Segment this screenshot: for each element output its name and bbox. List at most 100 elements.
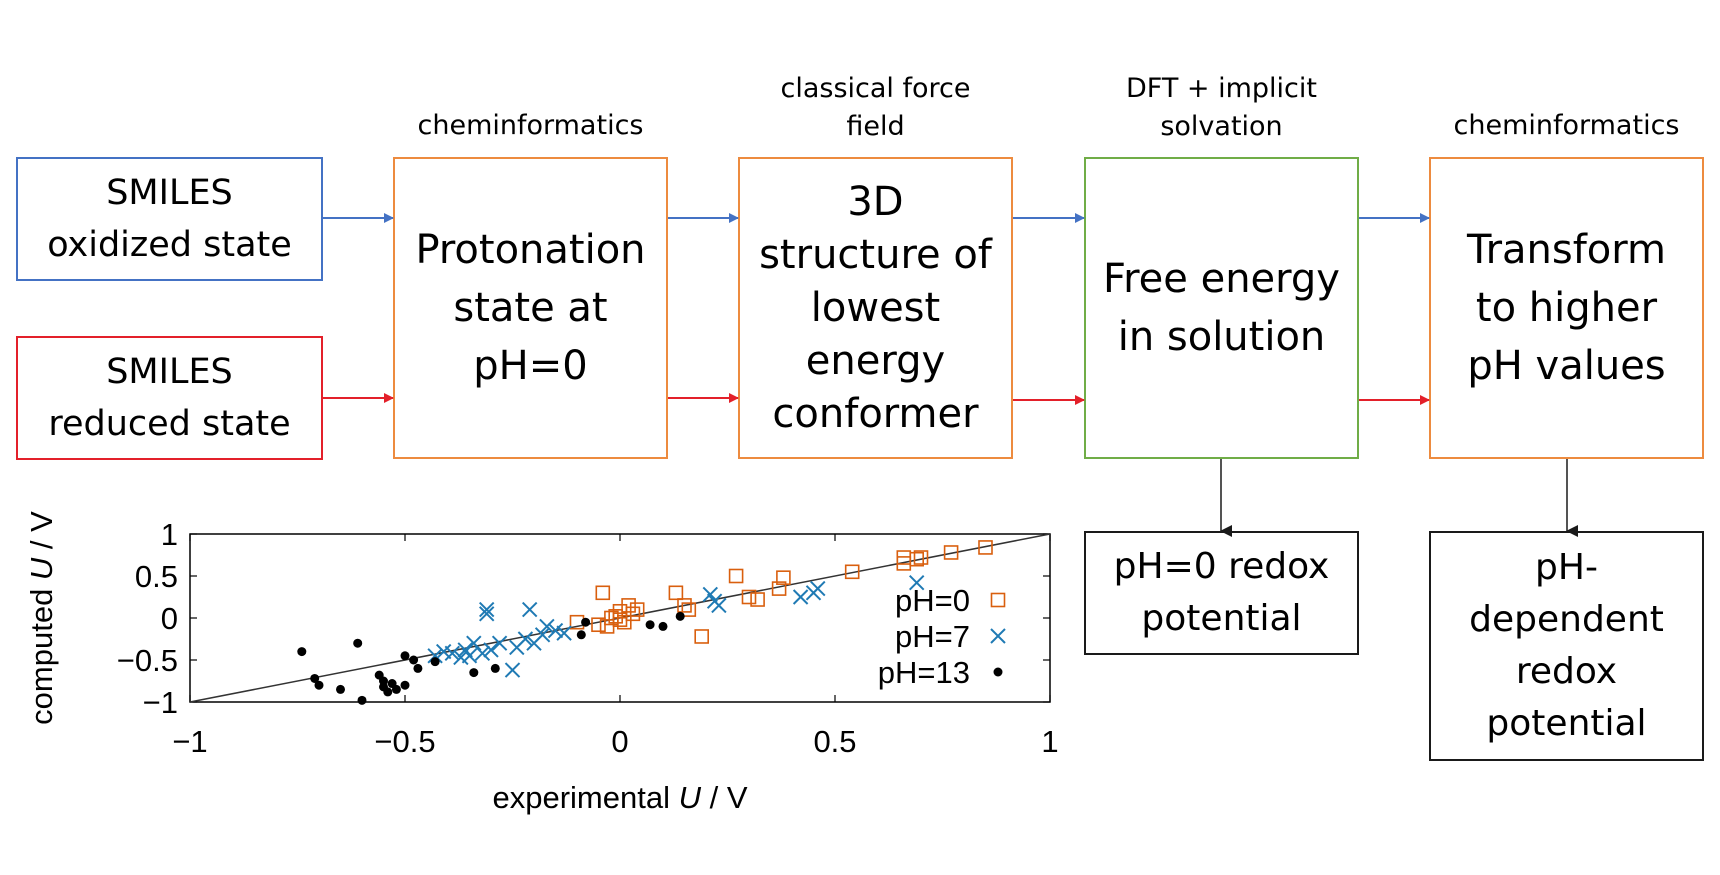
data-point xyxy=(581,617,591,627)
data-point xyxy=(383,687,393,697)
data-point xyxy=(521,601,538,618)
data-point xyxy=(474,645,491,661)
data-point xyxy=(357,695,367,705)
data-point xyxy=(534,627,551,643)
data-point xyxy=(478,601,495,618)
series-pH=13 xyxy=(297,611,685,705)
y-tick-label: −0.5 xyxy=(117,643,178,678)
legend-label: pH=7 xyxy=(895,619,970,654)
y-tick-label: 0.5 xyxy=(135,559,178,594)
data-point xyxy=(750,592,765,607)
data-point xyxy=(776,570,791,585)
data-point xyxy=(547,622,564,639)
data-point xyxy=(483,642,499,658)
data-point xyxy=(621,598,636,613)
smiles-reduced-box: SMILES reduced state xyxy=(16,336,323,460)
free-energy-step-label: Free energy in solution xyxy=(1103,256,1340,360)
data-point xyxy=(444,645,461,661)
data-point xyxy=(461,648,478,664)
data-point xyxy=(677,598,692,613)
data-point xyxy=(336,684,345,694)
data-point xyxy=(413,663,423,673)
legend-marker xyxy=(993,667,1003,677)
data-point xyxy=(711,597,727,614)
legend-marker xyxy=(990,628,1006,644)
data-point xyxy=(741,589,757,605)
x-tick-label: 0.5 xyxy=(813,724,856,759)
data-point xyxy=(539,618,555,635)
y-tick-label: 1 xyxy=(161,517,178,552)
data-point xyxy=(616,614,632,630)
data-point xyxy=(310,673,320,683)
smiles-oxidized-label: SMILES oxidized state xyxy=(47,173,292,265)
y-axis-label: computed U / V xyxy=(24,511,59,725)
step-4-caption: cheminformatics xyxy=(1453,110,1680,141)
ph0-potential-box: pH=0 redox potential xyxy=(1084,531,1359,655)
data-point xyxy=(645,620,655,630)
transform-step-label: Transform to higher pH values xyxy=(1467,227,1666,389)
data-point xyxy=(625,606,641,622)
data-point xyxy=(629,602,645,617)
ph0-potential-label: pH=0 redox potential xyxy=(1113,546,1330,639)
data-point xyxy=(681,602,697,617)
data-point xyxy=(943,545,959,560)
conformer-step-label: 3D structure of lowest energy conformer xyxy=(759,178,992,437)
data-point xyxy=(427,648,443,664)
data-point xyxy=(391,684,401,694)
data-point xyxy=(913,550,929,565)
x-tick-label: 1 xyxy=(1041,724,1058,759)
legend-marker xyxy=(990,592,1006,608)
ph-dependent-potential-box: pH- dependent redox potential xyxy=(1429,531,1704,761)
data-point xyxy=(517,631,534,647)
data-point xyxy=(478,606,495,622)
conformer-step-box: 3D structure of lowest energy conformer xyxy=(738,157,1013,459)
data-point xyxy=(556,625,572,641)
data-point xyxy=(658,621,668,631)
protonation-step-label: Protonation state at pH=0 xyxy=(415,227,646,389)
data-point xyxy=(400,651,410,661)
data-point xyxy=(430,657,440,667)
data-point xyxy=(490,663,500,673)
legend-label: pH=13 xyxy=(878,655,970,690)
data-point xyxy=(978,540,993,555)
data-point xyxy=(297,647,307,657)
data-point xyxy=(576,630,586,640)
data-point xyxy=(771,581,787,596)
x-tick-label: −0.5 xyxy=(374,724,435,759)
data-point xyxy=(668,585,684,601)
protonation-step-box: Protonation state at pH=0 xyxy=(393,157,668,459)
data-point xyxy=(314,680,324,690)
data-point xyxy=(792,589,809,605)
data-point xyxy=(469,668,479,678)
x-axis-label: experimental U / V xyxy=(493,780,748,815)
data-point xyxy=(844,564,860,580)
data-point xyxy=(728,568,744,584)
legend-label: pH=0 xyxy=(895,583,970,618)
smiles-reduced-label: SMILES reduced state xyxy=(48,352,291,444)
data-point xyxy=(694,629,710,644)
y-tick-label: −1 xyxy=(143,685,178,720)
data-point xyxy=(810,580,826,597)
data-point xyxy=(491,635,508,651)
data-point xyxy=(400,680,410,690)
step-2-caption: classical force field xyxy=(780,73,971,142)
transform-step-box: Transform to higher pH values xyxy=(1429,157,1704,459)
data-point xyxy=(409,655,419,665)
step-3-caption: DFT + implicit solvation xyxy=(1125,73,1317,142)
free-energy-step-box: Free energy in solution xyxy=(1084,157,1359,459)
data-point xyxy=(466,635,482,651)
data-point xyxy=(504,662,521,678)
data-point xyxy=(595,585,611,601)
data-point xyxy=(353,638,363,648)
series-pH=0 xyxy=(569,540,993,644)
x-tick-label: 0 xyxy=(611,724,628,759)
data-point xyxy=(675,611,685,621)
data-point xyxy=(702,586,719,603)
data-point xyxy=(909,551,925,567)
y-tick-label: 0 xyxy=(161,601,178,636)
ph-dependent-potential-label: pH- dependent redox potential xyxy=(1469,547,1664,744)
x-tick-label: −1 xyxy=(172,724,207,759)
smiles-oxidized-box: SMILES oxidized state xyxy=(16,157,323,281)
